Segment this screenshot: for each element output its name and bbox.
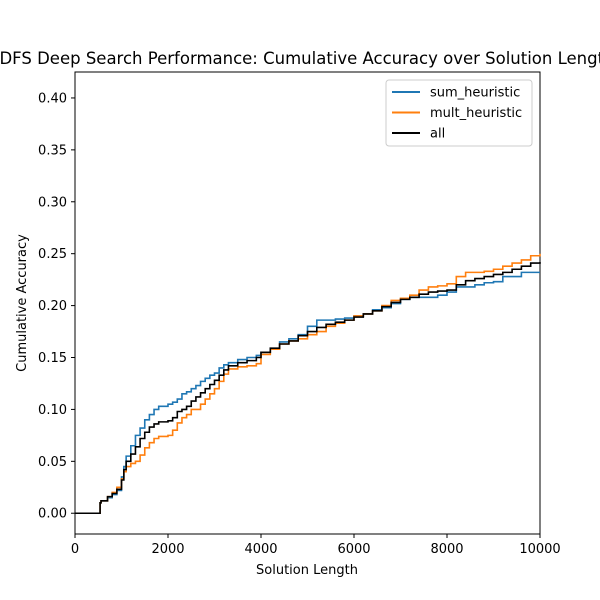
legend-label-mult-heuristic: mult_heuristic: [430, 106, 522, 121]
x-tick-label: 4000: [244, 542, 277, 557]
x-tick-label: 0: [71, 542, 79, 557]
y-tick-label: 0.30: [38, 195, 67, 210]
x-axis: 0 2000 4000 6000 8000 10000: [71, 534, 561, 557]
plot-frame: [74, 71, 541, 535]
y-tick-label: 0.35: [38, 143, 67, 158]
y-tick-label: 0.20: [38, 299, 67, 314]
x-tick-label: 2000: [151, 542, 184, 557]
x-tick-label: 10000: [519, 542, 560, 557]
x-axis-label: Solution Length: [256, 563, 358, 578]
series-line-all: [75, 261, 541, 515]
legend-label-all: all: [430, 127, 445, 142]
x-tick-label: 8000: [430, 542, 463, 557]
y-tick-label: 0.40: [38, 91, 67, 106]
x-tick-label: 6000: [337, 542, 370, 557]
y-tick-label: 0.15: [38, 351, 67, 366]
y-tick-label: 0.00: [38, 507, 67, 522]
legend-label-sum-heuristic: sum_heuristic: [430, 86, 520, 101]
plot-area: [74, 71, 541, 535]
y-tick-label: 0.10: [38, 403, 67, 418]
y-tick-label: 0.05: [38, 455, 67, 470]
y-axis: 0.00 0.05 0.10 0.15 0.20 0.25 0.30 0.35 0.40: [38, 91, 75, 522]
series-layer: [75, 253, 541, 515]
y-axis-label: Cumulative Accuracy: [15, 234, 30, 372]
y-tick-label: 0.25: [38, 247, 67, 262]
legend-box: [385, 79, 533, 147]
series-line-mult-heuristic: [75, 253, 541, 515]
chart-title: DFS Deep Search Performance: Cumulative …: [0, 49, 600, 68]
